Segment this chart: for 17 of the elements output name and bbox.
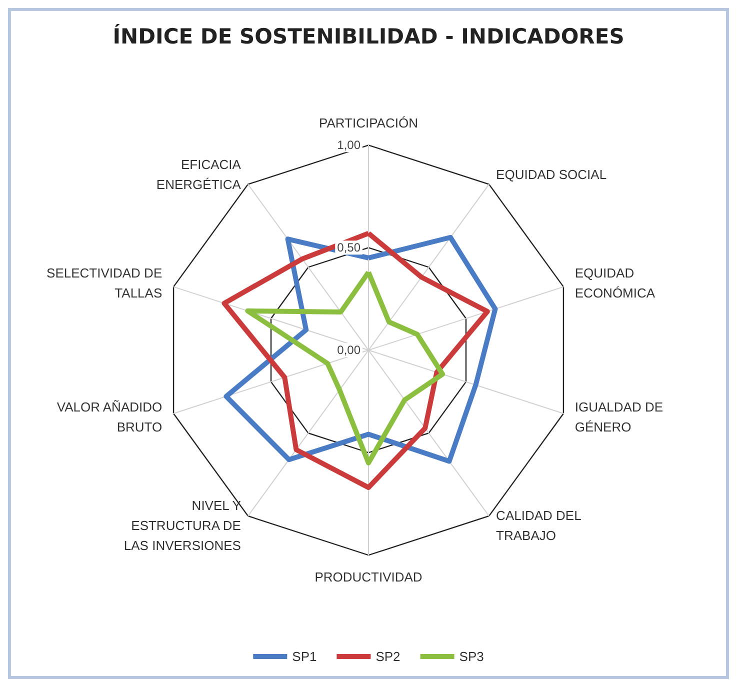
spoke-label: VALOR AÑADIDO BRUTO	[56, 400, 162, 435]
legend-label: SP2	[376, 649, 400, 664]
y-tick-label: 1,00	[337, 138, 361, 152]
legend-label: SP3	[459, 649, 484, 664]
legend-label: SP1	[292, 649, 317, 664]
spoke-label: IGUALDAD DE GÉNERO	[574, 400, 664, 435]
spoke-label: EQUIDAD ECONÓMICA	[574, 266, 656, 301]
spoke-label: NIVEL Y ESTRUCTURA DE LAS INVERSIONES	[124, 498, 242, 554]
spoke-label: PRODUCTIVIDAD	[314, 570, 422, 585]
chart-title: ÍNDICE DE SOSTENIBILIDAD - INDICADORES	[112, 24, 624, 48]
spoke-label: SELECTIVIDAD DE TALLAS	[46, 266, 162, 301]
spoke-label: EFICACIA ENERGÉTICA	[156, 157, 242, 192]
spoke-label: CALIDAD DEL TRABAJO	[496, 508, 582, 544]
spoke-label: PARTICIPACIÓN	[319, 116, 418, 131]
y-tick-label: 0,50	[337, 240, 361, 255]
spoke-label: EQUIDAD SOCIAL	[496, 167, 607, 182]
y-tick-label: 0,00	[337, 343, 361, 358]
